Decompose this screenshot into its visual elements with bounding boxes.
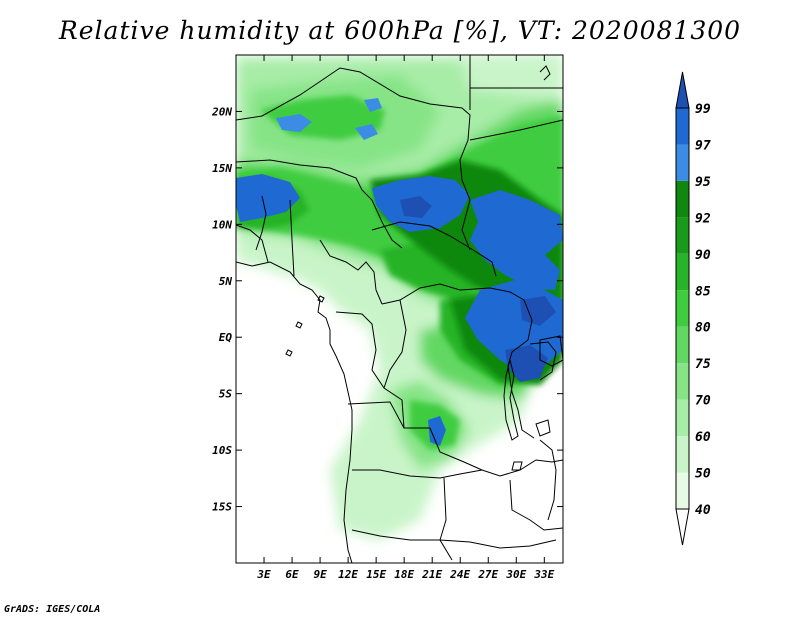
colorbar-swatch: [676, 290, 689, 327]
longitude-axis: 3E 6E 9E 12E 15E 18E 21E 24E 27E 30E 33E: [256, 55, 555, 581]
coastline: [236, 261, 353, 563]
country-border: [439, 477, 453, 561]
lat-tick-label: 20N: [211, 105, 232, 118]
colorbar-label: 40: [695, 503, 711, 518]
colorbar-swatch: [676, 253, 689, 291]
lake: [539, 335, 563, 367]
humidity-region: [276, 114, 312, 132]
map-frame: [235, 54, 564, 564]
colorbar-label: 99: [695, 102, 711, 117]
humidity-region: [355, 124, 378, 140]
lon-tick-label: 6E: [285, 568, 299, 581]
lon-tick-label: 24E: [449, 568, 470, 581]
colorbar-swatch: [676, 144, 689, 181]
country-border: [539, 439, 557, 521]
colorbar: 40 50 60 70 75 80 85 90 92 95 97 99: [675, 71, 711, 546]
island: [295, 321, 303, 329]
lat-tick-label: 5N: [219, 275, 233, 288]
country-border: [539, 65, 551, 81]
country-border: [319, 239, 383, 305]
humidity-region: [400, 196, 432, 218]
colorbar-label: 75: [695, 357, 711, 372]
lake: [511, 461, 523, 471]
humidity-region: [236, 174, 300, 222]
country-border: [236, 224, 269, 263]
country-border: [461, 179, 471, 251]
country-border: [507, 299, 533, 367]
humidity-region: [505, 345, 548, 382]
country-border: [351, 529, 440, 541]
colorbar-frame: [675, 107, 690, 510]
colorbar-label: 90: [695, 248, 711, 263]
lon-tick-label: 9E: [313, 568, 327, 581]
colorbar-label: 80: [695, 321, 711, 336]
colorbar-label: 85: [695, 284, 711, 299]
map-title: Relative humidity at 600hPa [%], VT: 202…: [58, 16, 742, 45]
lat-tick-label: EQ: [219, 331, 233, 344]
lon-tick-label: 18E: [394, 568, 414, 581]
humidity-region: [364, 98, 382, 112]
colorbar-label: 50: [695, 467, 711, 482]
country-border: [509, 479, 563, 531]
country-border: [352, 469, 483, 479]
country-border: [439, 539, 557, 549]
humidity-field: [236, 55, 563, 563]
lat-tick-label: 5S: [219, 388, 233, 401]
country-border: [469, 119, 563, 141]
country-border: [289, 199, 295, 277]
colorbar-label: 97: [695, 138, 711, 153]
country-border: [236, 67, 471, 181]
colorbar-label: 70: [695, 394, 711, 409]
colorbar-swatch: [676, 472, 689, 509]
lake: [535, 419, 551, 437]
lat-tick-label: 10N: [212, 218, 232, 231]
lon-tick-label: 12E: [338, 568, 358, 581]
colorbar-top-extension: [675, 71, 690, 109]
colorbar-swatch: [676, 363, 689, 400]
lon-tick-label: 33E: [533, 568, 554, 581]
humidity-region: [428, 416, 446, 446]
country-border: [255, 195, 267, 251]
grads-credit: GrADS: IGES/COLA: [4, 604, 101, 615]
colorbar-swatch: [676, 217, 689, 254]
colorbar-swatch: [676, 108, 689, 145]
humidity-region: [520, 296, 556, 326]
island: [317, 295, 325, 303]
country-border: [347, 401, 405, 429]
colorbar-label: 92: [695, 211, 711, 226]
colorbar-label: 60: [695, 430, 711, 445]
colorbar-swatch: [676, 436, 689, 473]
lake: [503, 359, 519, 441]
lon-tick-label: 3E: [256, 568, 271, 581]
colorbar-swatch: [676, 180, 689, 218]
island: [285, 349, 293, 357]
country-border: [381, 283, 525, 305]
colorbar-swatch: [676, 326, 689, 364]
lon-tick-label: 30E: [505, 568, 526, 581]
lon-tick-label: 27E: [477, 568, 498, 581]
country-border: [335, 311, 430, 429]
lat-tick-label: 15N: [212, 162, 232, 175]
colorbar-label: 95: [695, 175, 711, 190]
country-border: [383, 299, 407, 389]
country-border: [371, 221, 497, 277]
lat-tick-label: 10S: [212, 444, 232, 457]
country-border: [529, 341, 557, 381]
country-boundaries: [236, 55, 563, 563]
latitude-axis: 20N 15N 10N 5N EQ 5S 10S 15S: [211, 105, 563, 514]
lon-tick-label: 15E: [366, 568, 386, 581]
colorbar-swatch: [676, 399, 689, 437]
lat-tick-label: 15S: [212, 501, 232, 514]
country-border: [236, 159, 403, 249]
lon-tick-label: 21E: [421, 568, 442, 581]
country-border: [507, 365, 535, 439]
colorbar-bottom-extension: [675, 508, 690, 546]
country-border: [429, 427, 483, 471]
humidity-region: [340, 470, 420, 535]
